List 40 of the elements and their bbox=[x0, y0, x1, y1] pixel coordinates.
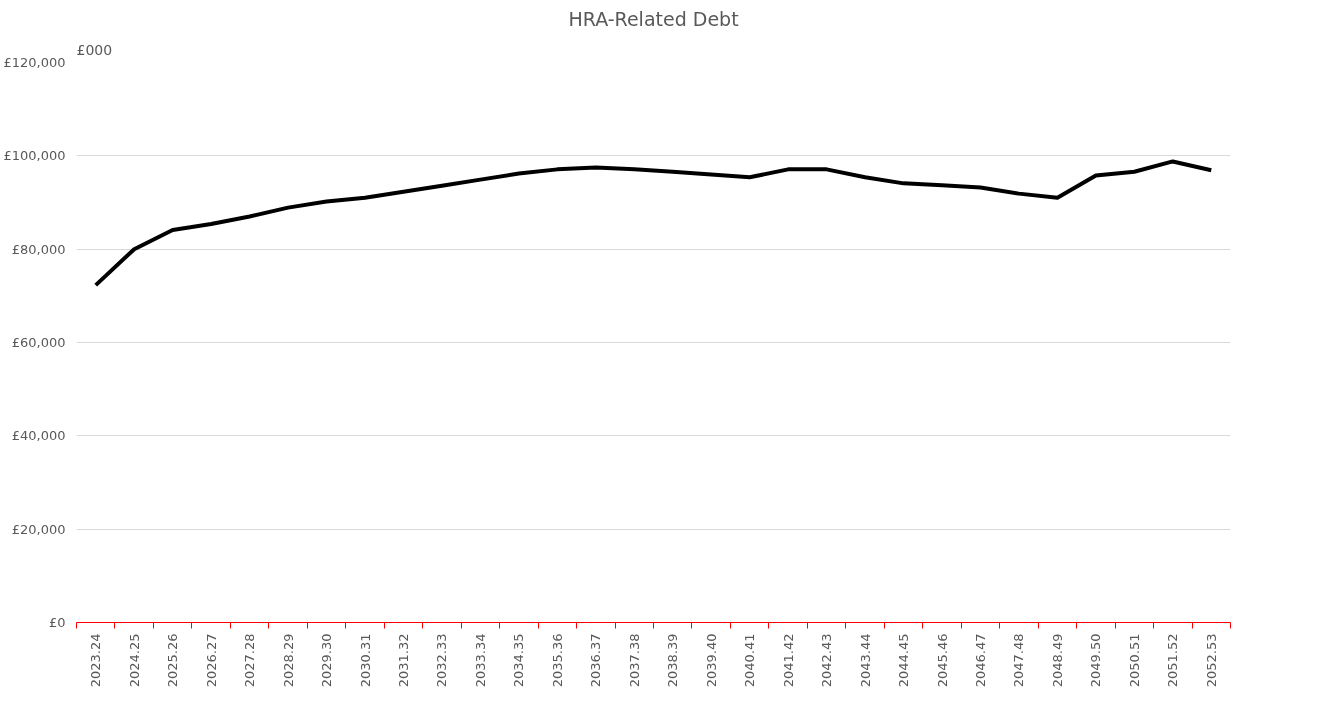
x-tick-label: 2042.43 bbox=[819, 633, 835, 688]
y-tick-label: £20,000 bbox=[11, 521, 66, 537]
x-tick-label: 2041.42 bbox=[780, 633, 796, 688]
x-tick-label: 2036.37 bbox=[588, 633, 604, 688]
x-tick-label: 2052.53 bbox=[1203, 633, 1219, 688]
x-tick-label: 2030.31 bbox=[357, 633, 373, 688]
x-tick-label: 2044.45 bbox=[896, 633, 912, 688]
x-tick-label: 2045.46 bbox=[934, 633, 950, 688]
x-tick-label: 2034.35 bbox=[511, 633, 527, 688]
x-tick-label: 2051.52 bbox=[1165, 633, 1181, 688]
y-tick-label: £80,000 bbox=[11, 241, 66, 257]
line-series bbox=[93, 159, 1214, 288]
x-tick-label: 2037.38 bbox=[626, 633, 642, 688]
x-tick-label: 2050.51 bbox=[1126, 633, 1142, 688]
y-tick-label: £0 bbox=[48, 615, 66, 630]
x-tick-label: 2040.41 bbox=[742, 633, 758, 688]
y-tick-label: £100,000 bbox=[3, 148, 66, 164]
x-tick-label: 2024.25 bbox=[126, 633, 142, 688]
x-tick-label: 2023.24 bbox=[88, 633, 104, 688]
x-tick-label: 2026.27 bbox=[203, 633, 219, 688]
x-tick-label: 2046.47 bbox=[972, 633, 988, 688]
y-tick-label: £60,000 bbox=[11, 335, 66, 350]
x-tick-label: 2029.30 bbox=[319, 633, 335, 688]
x-tick-label: 2049.50 bbox=[1088, 633, 1104, 688]
chart-title: HRA-Related Debt bbox=[568, 7, 739, 30]
x-tick-label: 2035.36 bbox=[549, 633, 565, 688]
x-tick-label: 2047.48 bbox=[1011, 633, 1027, 688]
x-tick-label: 2039.40 bbox=[703, 633, 719, 688]
y-tick-label: £120,000 bbox=[3, 55, 66, 70]
x-tick-label: 2038.39 bbox=[665, 633, 681, 688]
x-tick-label: 2032.33 bbox=[434, 633, 450, 688]
y-axis-title: £000 bbox=[76, 41, 113, 58]
x-tick-label: 2033.34 bbox=[472, 633, 488, 688]
x-tick-label: 2043.44 bbox=[857, 633, 873, 688]
x-tick-label: 2048.49 bbox=[1049, 633, 1065, 688]
x-tick-label: 2025.26 bbox=[165, 633, 181, 688]
x-tick-label: 2027.28 bbox=[242, 633, 258, 688]
y-tick-label: £40,000 bbox=[11, 428, 66, 444]
x-tick-label: 2028.29 bbox=[280, 633, 296, 688]
x-tick-label: 2031.32 bbox=[395, 633, 411, 688]
